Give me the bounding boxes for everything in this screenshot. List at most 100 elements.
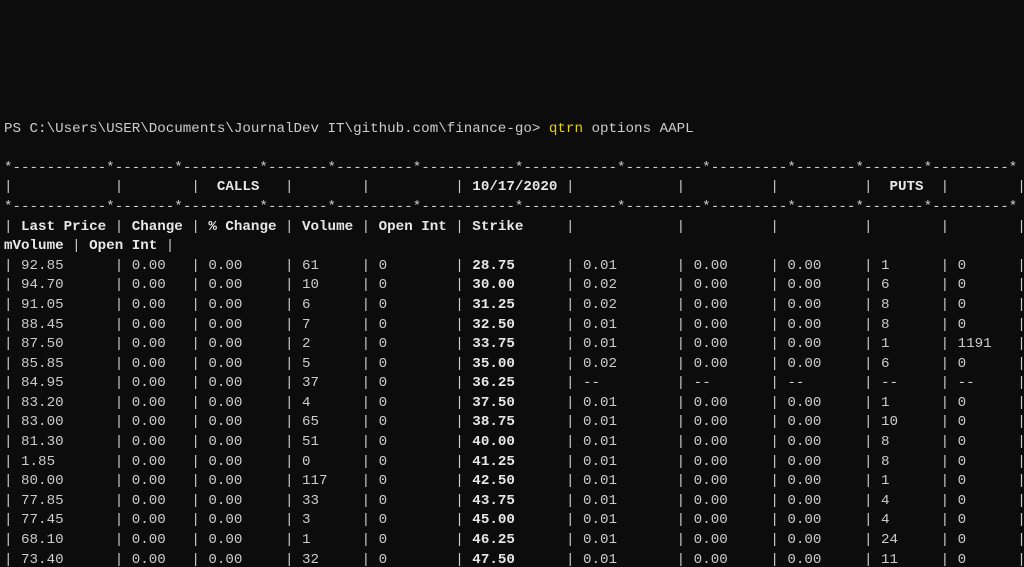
pipe-separator: | [191,219,200,235]
pipe-separator: | [362,493,371,509]
cell-call-last: 77.85 [13,493,115,509]
cell-put-last: -- [574,375,676,391]
table-border: -------* [115,160,183,176]
pipe-separator: | [191,297,200,313]
cell-put-oi: 1191 [949,336,1017,352]
cell-call-vol: 51 [294,434,362,450]
table-border: ---------* [711,160,796,176]
prompt-line: PS C:\Users\USER\Documents\JournalDev IT… [4,120,1024,140]
cell-call-vol: 2 [294,336,362,352]
cell-call-vol: 5 [294,356,362,372]
pipe-separator: | [285,532,294,548]
pipe-separator: | [770,512,779,528]
table-border: -------* [268,160,336,176]
pipe-separator: | [115,414,124,430]
pipe-separator: | [285,258,294,274]
cell-put-oi: 0 [949,512,1017,528]
cell-call-change: 0.00 [123,473,191,489]
pipe-separator: | [4,179,13,195]
pipe-separator: | [677,493,686,509]
pipe-separator: | [941,258,950,274]
cell-put-vol: 1 [872,473,940,489]
pipe-separator: | [1017,179,1024,195]
pipe-separator: | [677,297,686,313]
pipe-separator: | [285,552,294,567]
pipe-separator: | [677,532,686,548]
pipe-separator: | [770,179,779,195]
pipe-separator: | [285,219,294,235]
cell-call-pct: 0.00 [200,473,285,489]
table-border: -----------* [13,199,115,215]
pipe-separator: | [941,356,950,372]
cell-put-last: 0.01 [574,532,676,548]
pipe-separator: | [4,532,13,548]
cell-put-pct: 0.00 [779,356,864,372]
pipe-separator: | [455,395,464,411]
cell-put-pct: 0.00 [779,317,864,333]
pipe-separator: | [677,277,686,293]
table-row: | 77.85 | 0.00 | 0.00 | 33 | 0 | 43.75 |… [4,492,1024,512]
cell-put-pct: 0.00 [779,434,864,450]
pipe-separator: | [4,336,13,352]
cell-put-oi: 0 [949,434,1017,450]
table-border: ---------* [183,199,268,215]
pipe-separator: | [941,552,950,567]
cell-call-change: 0.00 [123,356,191,372]
pipe-separator: | [285,454,294,470]
pipe-separator: | [362,336,371,352]
col-blank [574,219,676,235]
cell-call-change: 0.00 [123,336,191,352]
table-row: | 1.85 | 0.00 | 0.00 | 0 | 0 | 41.25 | 0… [4,453,1024,473]
cell-call-oi: 0 [370,336,455,352]
pipe-separator: | [455,356,464,372]
cell-call-vol: 4 [294,395,362,411]
cell-call-last: 83.20 [13,395,115,411]
pipe-separator: | [4,258,13,274]
cell-call-change: 0.00 [123,512,191,528]
pipe-separator: | [362,454,371,470]
cell-call-oi: 0 [370,375,455,391]
pipe-separator: | [115,434,124,450]
pipe-separator: | [115,493,124,509]
cell-strike: 46.25 [464,532,566,548]
pipe-separator: | [770,532,779,548]
pipe-separator: | [941,434,950,450]
cell-strike: 42.50 [464,473,566,489]
section-header-row: | | | CALLS | | | 10/17/2020 | | | | PUT… [4,178,1024,198]
pipe-separator: | [1017,336,1024,352]
col-call-oi: Open Int [370,219,455,235]
cell-call-pct: 0.00 [200,512,285,528]
pipe-separator: | [770,375,779,391]
cell-call-pct: 0.00 [200,552,285,567]
pipe-separator: | [1017,414,1024,430]
table-border: -----------* [421,160,523,176]
cell-call-change: 0.00 [123,493,191,509]
cell-call-oi: 0 [370,512,455,528]
cell-put-change: 0.00 [685,454,770,470]
pipe-separator: | [285,356,294,372]
pipe-separator: | [677,375,686,391]
section-spacer [574,179,676,195]
terminal[interactable]: PS C:\Users\USER\Documents\JournalDev IT… [0,98,1024,567]
col-call-last: Last Price [13,219,115,235]
col-blank [685,219,770,235]
cell-put-oi: 0 [949,454,1017,470]
cell-put-change: 0.00 [685,356,770,372]
pipe-separator: | [191,532,200,548]
cell-call-change: 0.00 [123,454,191,470]
pipe-separator: | [285,493,294,509]
pipe-separator: | [941,454,950,470]
table-border: -------* [796,199,864,215]
pipe-separator: | [770,454,779,470]
border-row: *-----------*-------*---------*-------*-… [4,198,1024,218]
cell-strike: 30.00 [464,277,566,293]
cell-put-vol: 11 [872,552,940,567]
cell-call-last: 1.85 [13,454,115,470]
pipe-separator: | [677,336,686,352]
cell-call-oi: 0 [370,356,455,372]
puts-label: PUTS [872,179,940,195]
table-border: -------* [115,199,183,215]
pipe-separator: | [362,297,371,313]
pipe-separator: | [285,277,294,293]
table-border: ---------* [336,160,421,176]
